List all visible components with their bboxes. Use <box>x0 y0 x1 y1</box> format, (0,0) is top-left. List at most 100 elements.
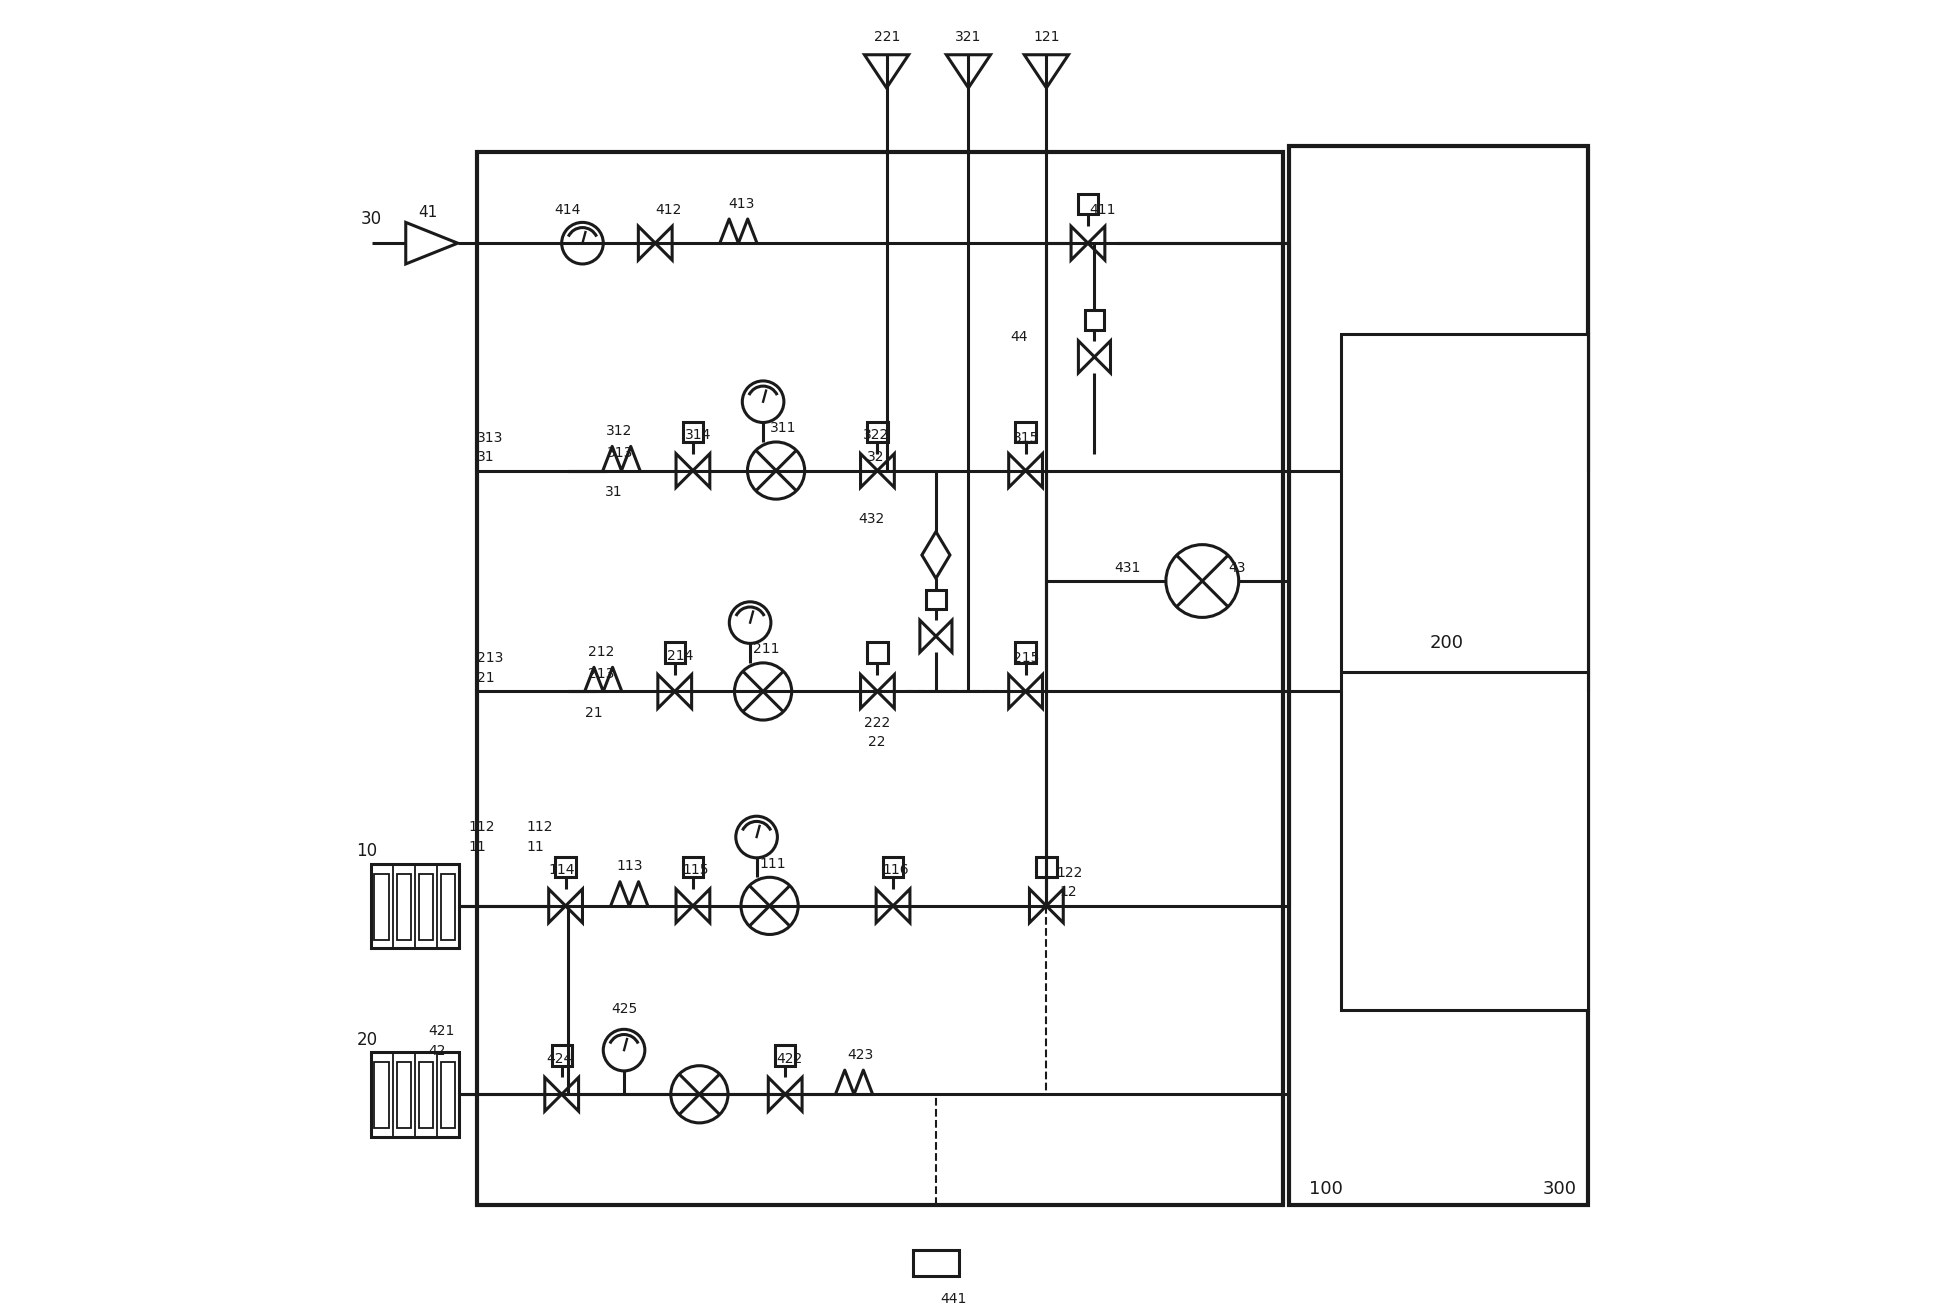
Bar <box>1036 857 1056 878</box>
Bar <box>682 857 704 878</box>
Text: 115: 115 <box>682 863 710 878</box>
Polygon shape <box>936 620 952 653</box>
Bar <box>682 421 704 442</box>
Polygon shape <box>1087 226 1105 260</box>
Text: 32: 32 <box>868 450 884 464</box>
Circle shape <box>561 222 604 264</box>
Text: 212: 212 <box>588 645 614 659</box>
Polygon shape <box>768 1078 786 1112</box>
Text: 122: 122 <box>1058 866 1083 880</box>
Text: 113: 113 <box>616 859 643 874</box>
Text: 425: 425 <box>612 1002 637 1016</box>
Polygon shape <box>946 55 991 88</box>
Bar <box>418 874 434 939</box>
Text: 121: 121 <box>1034 30 1060 44</box>
Bar <box>868 642 888 663</box>
Bar <box>440 1062 456 1127</box>
Circle shape <box>729 602 770 644</box>
Bar <box>440 874 456 939</box>
Text: 315: 315 <box>1013 430 1038 445</box>
Polygon shape <box>565 889 583 922</box>
Text: 432: 432 <box>858 513 884 526</box>
Text: 322: 322 <box>864 428 890 442</box>
Text: 221: 221 <box>874 30 899 44</box>
Bar <box>1290 145 1587 1205</box>
Text: 20: 20 <box>356 1031 377 1049</box>
Polygon shape <box>692 889 710 922</box>
Text: 43: 43 <box>1228 561 1245 574</box>
Polygon shape <box>786 1078 802 1112</box>
Bar <box>868 421 888 442</box>
Text: 41: 41 <box>418 205 438 220</box>
Text: 311: 311 <box>770 421 796 436</box>
Bar <box>774 1045 796 1066</box>
Bar <box>477 152 1282 1205</box>
Circle shape <box>671 1066 727 1122</box>
Text: 313: 313 <box>608 446 633 460</box>
Bar <box>555 857 575 878</box>
Text: 313: 313 <box>477 430 504 445</box>
Text: 21: 21 <box>585 706 602 721</box>
Text: 424: 424 <box>545 1052 573 1066</box>
Text: 100: 100 <box>1308 1180 1343 1198</box>
Polygon shape <box>1009 675 1026 709</box>
Text: 411: 411 <box>1089 203 1116 217</box>
Polygon shape <box>878 675 893 709</box>
Bar <box>1015 421 1036 442</box>
Bar <box>1077 194 1099 215</box>
Text: 22: 22 <box>868 735 886 748</box>
Bar <box>1015 642 1036 663</box>
Text: 21: 21 <box>477 671 495 685</box>
Polygon shape <box>876 889 893 922</box>
Bar <box>397 874 411 939</box>
Polygon shape <box>864 55 909 88</box>
Bar <box>665 642 684 663</box>
Text: 112: 112 <box>526 820 553 835</box>
Polygon shape <box>923 531 950 578</box>
Polygon shape <box>407 222 457 264</box>
Circle shape <box>741 878 798 934</box>
Text: 111: 111 <box>759 857 786 871</box>
Polygon shape <box>639 226 655 260</box>
Text: 11: 11 <box>526 840 543 854</box>
Polygon shape <box>1030 889 1046 922</box>
Text: 431: 431 <box>1114 561 1140 574</box>
Text: 314: 314 <box>684 428 712 442</box>
Text: 42: 42 <box>428 1044 446 1058</box>
Bar <box>375 874 389 939</box>
Text: 10: 10 <box>356 842 377 861</box>
Polygon shape <box>1095 341 1110 373</box>
Polygon shape <box>561 1078 579 1112</box>
Polygon shape <box>921 620 936 653</box>
Text: 200: 200 <box>1429 634 1464 653</box>
Bar <box>371 1052 459 1137</box>
Text: 30: 30 <box>360 209 381 228</box>
Text: 412: 412 <box>655 203 682 217</box>
Bar <box>371 863 459 948</box>
Text: 422: 422 <box>776 1052 802 1066</box>
Polygon shape <box>676 454 692 488</box>
Text: 11: 11 <box>467 840 487 854</box>
Text: 222: 222 <box>864 717 891 730</box>
Text: 31: 31 <box>477 450 495 464</box>
Text: 414: 414 <box>553 203 581 217</box>
Text: 12: 12 <box>1060 886 1077 900</box>
Text: 116: 116 <box>882 863 909 878</box>
Circle shape <box>1165 544 1239 617</box>
Polygon shape <box>1026 454 1042 488</box>
Bar <box>397 1062 411 1127</box>
Polygon shape <box>1009 454 1026 488</box>
Text: 312: 312 <box>606 424 631 438</box>
Text: 215: 215 <box>1013 651 1038 666</box>
Polygon shape <box>1024 55 1069 88</box>
Polygon shape <box>878 454 893 488</box>
Text: 413: 413 <box>727 196 755 211</box>
Polygon shape <box>692 454 710 488</box>
Bar <box>1085 310 1105 330</box>
Bar <box>418 1062 434 1127</box>
Text: 423: 423 <box>848 1048 874 1062</box>
Text: 441: 441 <box>940 1292 966 1307</box>
Polygon shape <box>676 889 692 922</box>
Polygon shape <box>674 675 692 709</box>
Polygon shape <box>1026 675 1042 709</box>
